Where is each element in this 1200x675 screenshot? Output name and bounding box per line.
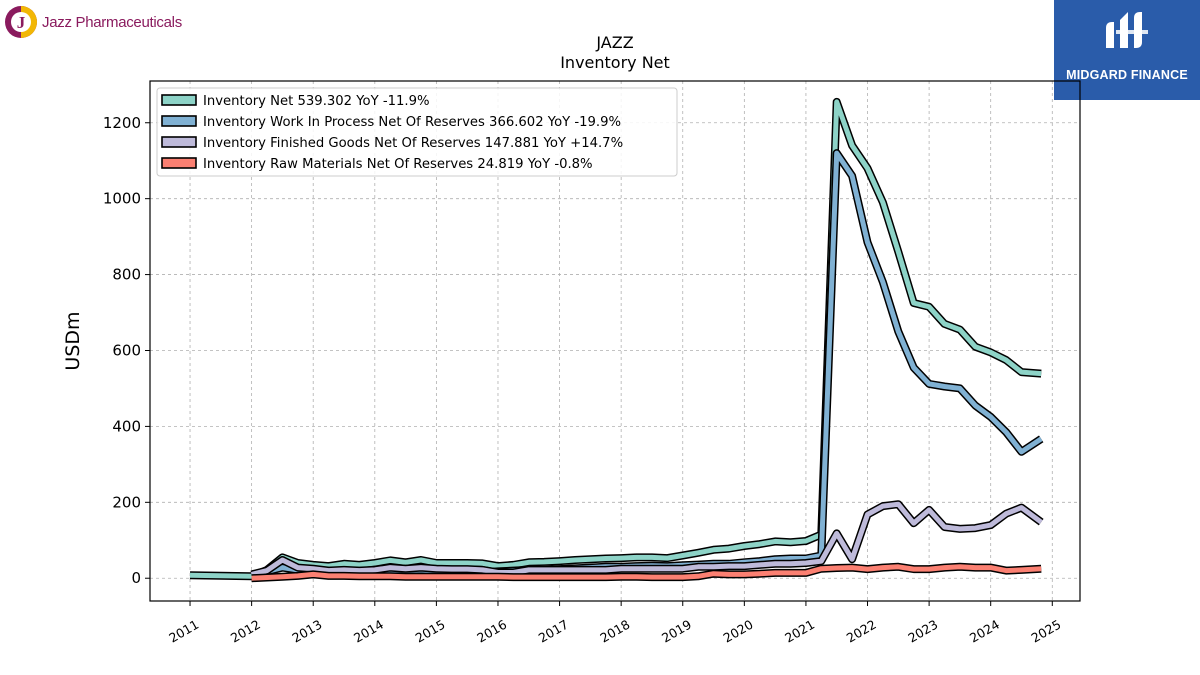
legend-entry: Inventory Finished Goods Net Of Reserves…: [203, 136, 623, 151]
jazz-logo-text: Jazz Pharmaceuticals: [42, 13, 182, 31]
series-lines: [189, 97, 1044, 583]
x-tick-label: 2024: [967, 617, 1002, 646]
legend-box: [156, 87, 678, 177]
series-line: [251, 564, 1042, 581]
y-tick-label: 1200: [103, 114, 141, 132]
chart-subtitle: Inventory Net: [560, 53, 670, 72]
x-tick-label: 2019: [659, 617, 694, 646]
y-tick-label: 1000: [103, 190, 141, 208]
x-tick-label: 2015: [413, 617, 448, 646]
midgard-emblem-icon: [1106, 12, 1148, 48]
x-tick-label: 2013: [289, 617, 324, 646]
x-tick-label: 2023: [905, 617, 940, 646]
y-tick-label: 400: [112, 417, 141, 435]
series-line: [251, 501, 1043, 577]
plot-frame: [149, 80, 1081, 602]
jazz-pharmaceuticals-logo: J Jazz Pharmaceuticals: [4, 4, 182, 40]
legend-swatch: [161, 136, 197, 148]
x-tick-label: 2022: [844, 617, 879, 646]
x-tick-label: 2025: [1029, 617, 1064, 646]
legend-entry: Inventory Net 539.302 YoY -11.9%: [203, 94, 430, 109]
y-axis-ticks: 0 200 400 600 800 1000 1200: [103, 114, 150, 587]
y-tick-label: 600: [112, 341, 141, 359]
y-tick-label: 800: [112, 266, 141, 284]
y-tick-label: 0: [131, 569, 141, 587]
x-tick-label: 2016: [474, 617, 509, 646]
x-tick-label: 2017: [536, 617, 571, 646]
legend-entry: Inventory Work In Process Net Of Reserve…: [203, 115, 621, 130]
x-tick-label: 2012: [228, 617, 263, 646]
midgard-finance-logo: MIDGARD FINANCE: [1054, 0, 1200, 100]
x-tick-label: 2020: [721, 617, 756, 646]
chart-title: JAZZ: [595, 33, 633, 52]
chart-legend: Inventory Net 539.302 YoY -11.9% Inventor…: [156, 87, 678, 177]
x-tick-label: 2018: [597, 617, 632, 646]
legend-swatch: [161, 94, 197, 106]
y-tick-label: 200: [112, 493, 141, 511]
legend-swatch: [161, 115, 197, 127]
legend-swatch: [161, 157, 197, 169]
y-axis-label: USDm: [62, 311, 84, 370]
x-tick-label: 2021: [782, 617, 817, 646]
svg-text:J: J: [17, 13, 26, 32]
x-tick-label: 2014: [351, 617, 386, 646]
x-tick-label: 2011: [166, 617, 201, 646]
legend-entry: Inventory Raw Materials Net Of Reserves …: [203, 157, 593, 172]
series-line: [189, 99, 1042, 579]
midgard-logo-text: MIDGARD FINANCE: [1066, 68, 1188, 82]
x-axis-ticks: 2011 2012 2013 2014 2015 2016 2017 2018 2019 2020…: [166, 601, 1064, 646]
jazz-logo-icon: J: [5, 6, 37, 38]
